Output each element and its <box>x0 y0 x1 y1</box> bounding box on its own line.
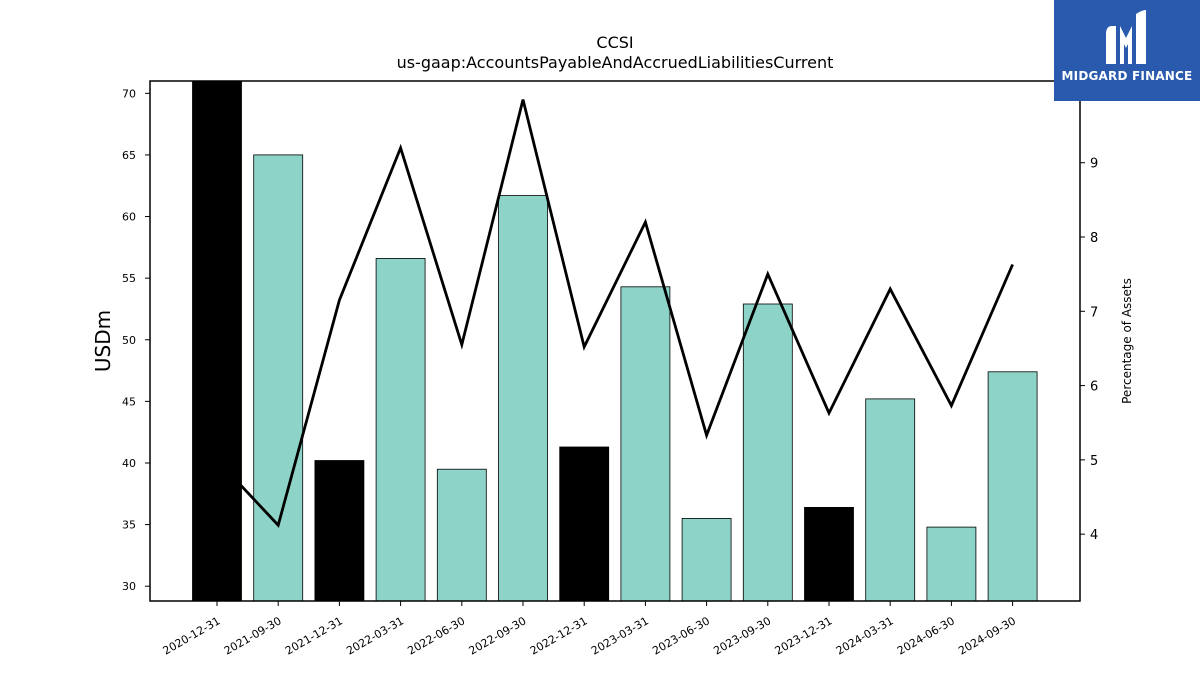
bar-2022-03-31 <box>375 257 426 602</box>
ytick-label: 55 <box>122 272 136 285</box>
xtick-label: 2022-12-31 <box>528 614 590 657</box>
bar-2023-12-31 <box>804 506 854 602</box>
bar-2024-03-31 <box>865 398 916 602</box>
ytick-label: 30 <box>122 580 136 593</box>
xtick-label: 2022-03-31 <box>344 614 406 657</box>
chart-subtitle: us-gaap:AccountsPayableAndAccruedLiabili… <box>397 53 834 72</box>
xtick-label: 2022-06-30 <box>405 614 467 657</box>
right-axis: 4 5 6 7 8 9 <box>1080 157 1098 543</box>
ytick-label: 65 <box>122 149 136 162</box>
y2tick-label: 6 <box>1090 380 1098 395</box>
ytick-label: 45 <box>122 395 136 408</box>
xtick-label: 2023-12-31 <box>773 614 835 657</box>
y2tick-label: 8 <box>1090 231 1098 246</box>
xtick-label: 2020-12-31 <box>161 614 223 657</box>
xtick-label: 2021-12-31 <box>283 614 345 657</box>
line-group <box>215 99 1014 528</box>
logo-text: MIDGARD FINANCE <box>1061 69 1193 83</box>
bar-2023-06-30 <box>681 518 732 602</box>
y2tick-label: 4 <box>1090 528 1098 543</box>
logo: MIDGARD FINANCE <box>1054 0 1200 101</box>
bar-2022-09-30 <box>498 195 548 602</box>
xtick-label: 2024-09-30 <box>956 614 1018 657</box>
bar-2022-06-30 <box>436 468 487 602</box>
logo-mark-icon <box>1106 10 1146 64</box>
bar-2023-09-30 <box>742 303 793 602</box>
xtick-label: 2024-03-31 <box>834 614 896 657</box>
bar-2023-03-31 <box>620 286 671 602</box>
ytick-label: 60 <box>122 211 136 224</box>
y2tick-label: 9 <box>1090 157 1098 172</box>
ytick-label: 70 <box>122 87 136 100</box>
plot-frame <box>149 80 1081 602</box>
bar-2020-12-31 <box>192 80 242 602</box>
bar-2024-09-30 <box>987 371 1038 602</box>
x-axis: 2020-12-31 2021-09-30 2021-12-31 2022-03-31… <box>161 601 1018 658</box>
bar-2021-09-30 <box>253 154 304 602</box>
xtick-label: 2023-09-30 <box>711 614 773 657</box>
pct-assets-line <box>215 99 1014 528</box>
bar-2021-12-31 <box>314 460 365 602</box>
y-axis-label: USDm <box>91 310 115 372</box>
xtick-label: 2021-09-30 <box>222 614 284 657</box>
y2-axis-label: Percentage of Assets <box>1120 278 1134 404</box>
y2tick-label: 7 <box>1090 305 1098 320</box>
bar-group <box>192 80 1038 602</box>
left-axis: 30 35 40 45 50 55 60 65 70 <box>122 87 150 593</box>
y2tick-label: 5 <box>1090 454 1098 469</box>
xtick-label: 2023-03-31 <box>589 614 651 657</box>
xtick-label: 2024-06-30 <box>895 614 957 657</box>
bar-2024-06-30 <box>926 526 977 602</box>
bar-2022-12-31 <box>559 446 610 602</box>
ytick-label: 40 <box>122 457 136 470</box>
xtick-label: 2022-09-30 <box>467 614 529 657</box>
ytick-label: 50 <box>122 334 136 347</box>
ytick-label: 35 <box>122 519 136 532</box>
xtick-label: 2023-06-30 <box>650 614 712 657</box>
chart-title: CCSI <box>596 33 633 52</box>
